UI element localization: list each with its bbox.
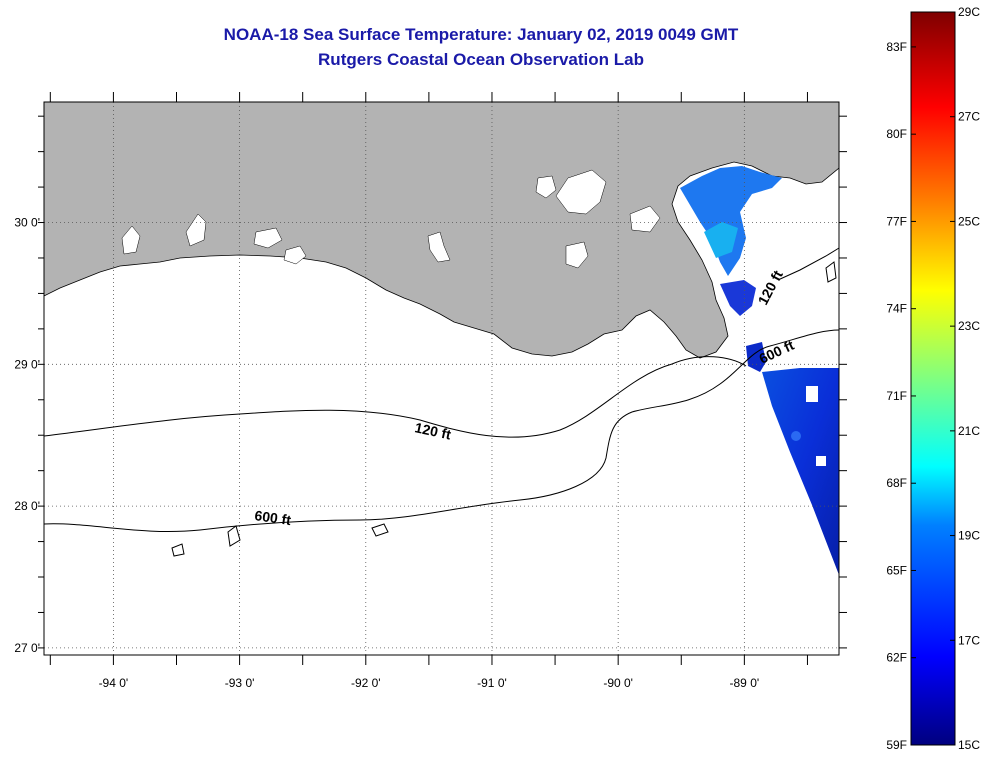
colorbar-c-label: 21C	[958, 424, 980, 438]
map-frame-border	[43, 101, 840, 656]
colorbar-celsius-labels: 29C 27C 25C 23C 21C 19C 17C 15C	[958, 5, 980, 752]
colorbar-f-label: 68F	[886, 476, 907, 490]
lat-tick-label: 29 0'	[14, 357, 40, 371]
lat-tick-label: 30 0'	[14, 216, 40, 230]
map-title: NOAA-18 Sea Surface Temperature: January…	[223, 25, 739, 44]
contour-label-120ft-west: 120 ft	[413, 419, 452, 442]
colorbar-c-label: 27C	[958, 110, 980, 124]
land-mass	[43, 101, 840, 359]
colorbar-f-label: 62F	[886, 651, 907, 665]
colorbar	[910, 11, 956, 746]
map-subtitle: Rutgers Coastal Ocean Observation Lab	[318, 50, 644, 69]
colorbar-f-label: 83F	[886, 40, 907, 54]
colorbar-c-label: 17C	[958, 633, 980, 647]
sst-swath	[680, 166, 839, 575]
contour-120ft	[43, 356, 747, 438]
gridlines	[44, 102, 839, 655]
lon-tick-label: -94 0'	[99, 676, 129, 690]
lakes	[121, 169, 661, 269]
lon-tick-label: -93 0'	[225, 676, 255, 690]
colorbar-f-label: 77F	[886, 214, 907, 228]
lat-tick-label: 27 0'	[14, 641, 40, 655]
axis-ticks	[38, 92, 847, 665]
latitude-labels: 30 0' 29 0' 28 0' 27 0'	[14, 216, 40, 655]
colorbar-f-label: 65F	[886, 563, 907, 577]
colorbar-f-label: 59F	[886, 738, 907, 752]
colorbar-ticks	[911, 11, 955, 746]
contour-600ft	[43, 329, 840, 532]
colorbar-c-label: 23C	[958, 319, 980, 333]
colorbar-c-label: 29C	[958, 5, 980, 19]
lat-tick-label: 28 0'	[14, 499, 40, 513]
contour-label-600ft-west: 600 ft	[254, 507, 293, 528]
lon-tick-label: -89 0'	[730, 676, 760, 690]
lon-tick-label: -92 0'	[351, 676, 381, 690]
lon-tick-label: -90 0'	[603, 676, 633, 690]
lon-tick-label: -91 0'	[477, 676, 507, 690]
bathymetry-contours	[43, 247, 840, 557]
colorbar-f-label: 71F	[886, 389, 907, 403]
colorbar-c-label: 25C	[958, 214, 980, 228]
colorbar-c-label: 19C	[958, 529, 980, 543]
colorbar-f-label: 80F	[886, 127, 907, 141]
colorbar-c-label: 15C	[958, 738, 980, 752]
colorbar-f-label: 74F	[886, 302, 907, 316]
colorbar-fahrenheit-labels: 83F 80F 77F 74F 71F 68F 65F 62F 59F	[886, 40, 907, 752]
longitude-labels: -94 0' -93 0' -92 0' -91 0' -90 0' -89 0'	[99, 676, 760, 690]
